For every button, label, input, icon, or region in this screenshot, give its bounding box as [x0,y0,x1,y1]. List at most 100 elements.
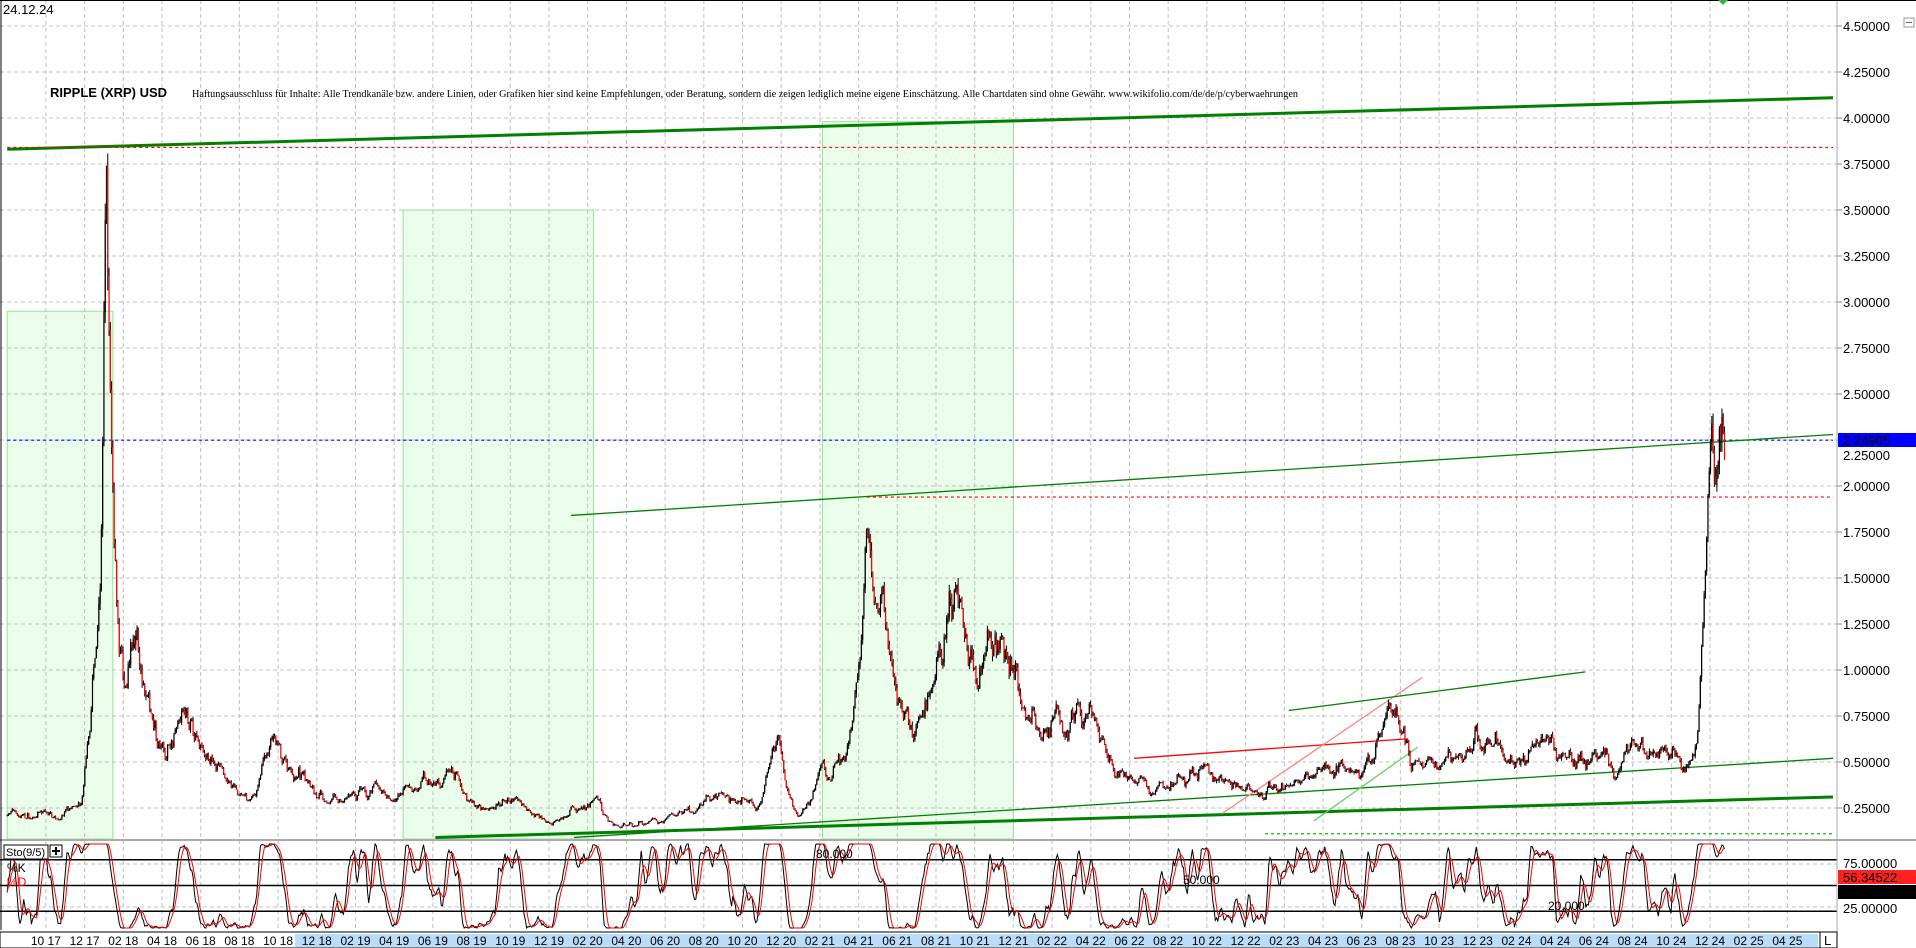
candle-body [618,826,621,828]
candle-body [966,634,968,646]
candle-body [854,693,856,709]
trendline [574,757,1834,839]
candle-body [1091,705,1093,715]
candle-body [681,811,683,814]
candle-body [1587,761,1589,763]
candle-body [1145,780,1148,787]
time-axis-selection[interactable] [295,934,1818,947]
candle-body [284,756,286,760]
candle-body [1270,786,1272,789]
candle-body [1672,747,1675,750]
candle-body [1028,715,1031,720]
candle-body [654,818,656,820]
candle-body [1681,769,1684,772]
candle-body [95,646,97,659]
candle-body [1695,743,1698,747]
candle-body [217,763,220,766]
candle-body [1418,760,1420,762]
candle-body [490,807,492,809]
candle-body [774,745,776,751]
candle-body [268,747,271,755]
candle-body [756,808,758,811]
candle-body [1101,737,1103,741]
candle-body [263,755,265,760]
x-tick-label: 10 23 [1424,934,1454,948]
candle-body [356,795,358,800]
candle-body [1524,755,1526,765]
candle-body [911,724,913,737]
d-value: 56.34522 [1843,870,1897,885]
candle-body [96,630,99,647]
candle-body [1107,756,1109,762]
candle-body [303,771,305,774]
candle-body [939,644,941,653]
candle-body [466,793,468,801]
candle-body [128,664,131,666]
candle-body [998,641,1000,650]
candle-body [1405,738,1407,744]
x-tick-label: 10 18 [263,934,293,948]
candle-body [1700,647,1703,678]
candle-body [1000,636,1003,639]
candle-body [1619,768,1621,771]
candle-body [256,790,258,796]
candle-body [667,815,669,819]
log-scale-button[interactable] [1819,931,1838,948]
candle-body [795,810,798,814]
candle-body [28,813,30,819]
candle-body [537,814,539,816]
candle-body [1364,763,1367,768]
candle-body [705,795,707,801]
candle-body [612,822,614,826]
candle-body [100,528,103,590]
candle-body [1428,757,1430,759]
stoch-tick-25: 25.00000 [1843,901,1897,916]
candle-body [1139,776,1141,779]
candle-body [1049,729,1051,737]
candle-body [677,812,679,816]
candle-body [548,821,551,824]
candle-body [691,811,693,813]
candle-body [604,814,607,816]
candle-body [1520,760,1522,765]
candle-body [1256,790,1258,794]
candle-body [719,792,721,794]
candle-body [477,805,479,808]
y-tick-label: 1.50000 [1843,571,1890,586]
candle-body [943,636,945,663]
candle-body [1092,713,1094,715]
level-80-label: 80.000 [816,847,853,861]
candle-body [346,797,348,799]
x-tick-label: 04 20 [611,934,641,948]
candle-body [138,651,141,669]
indicator-label-box[interactable] [3,844,49,860]
candle-body [1259,794,1261,796]
candle-body [557,819,560,821]
candle-body [1623,753,1625,762]
candle-body [741,797,743,805]
candle-body [1438,767,1440,770]
candle-body [1572,760,1574,767]
candle-body [607,817,609,822]
candle-body [1686,765,1689,767]
candle-body [1171,782,1173,787]
candle-body [862,615,864,640]
candle-body [1484,744,1486,753]
y-tick-label: 0.75000 [1843,709,1890,724]
candle-body [1479,741,1481,748]
candle-body [1546,735,1549,738]
candle-body [363,787,365,789]
candle-body [1433,763,1435,767]
candle-body [1634,744,1637,746]
candle-body [248,800,250,802]
candle-body [886,623,888,629]
candle-body [765,777,767,786]
candle-body [596,796,598,799]
candle-body [1614,777,1616,780]
candle-body [416,789,418,792]
candle-body [1454,757,1456,759]
candle-body [1549,740,1551,743]
candle-body [103,312,105,443]
candle-body [1669,755,1671,759]
candle-body [40,811,43,814]
